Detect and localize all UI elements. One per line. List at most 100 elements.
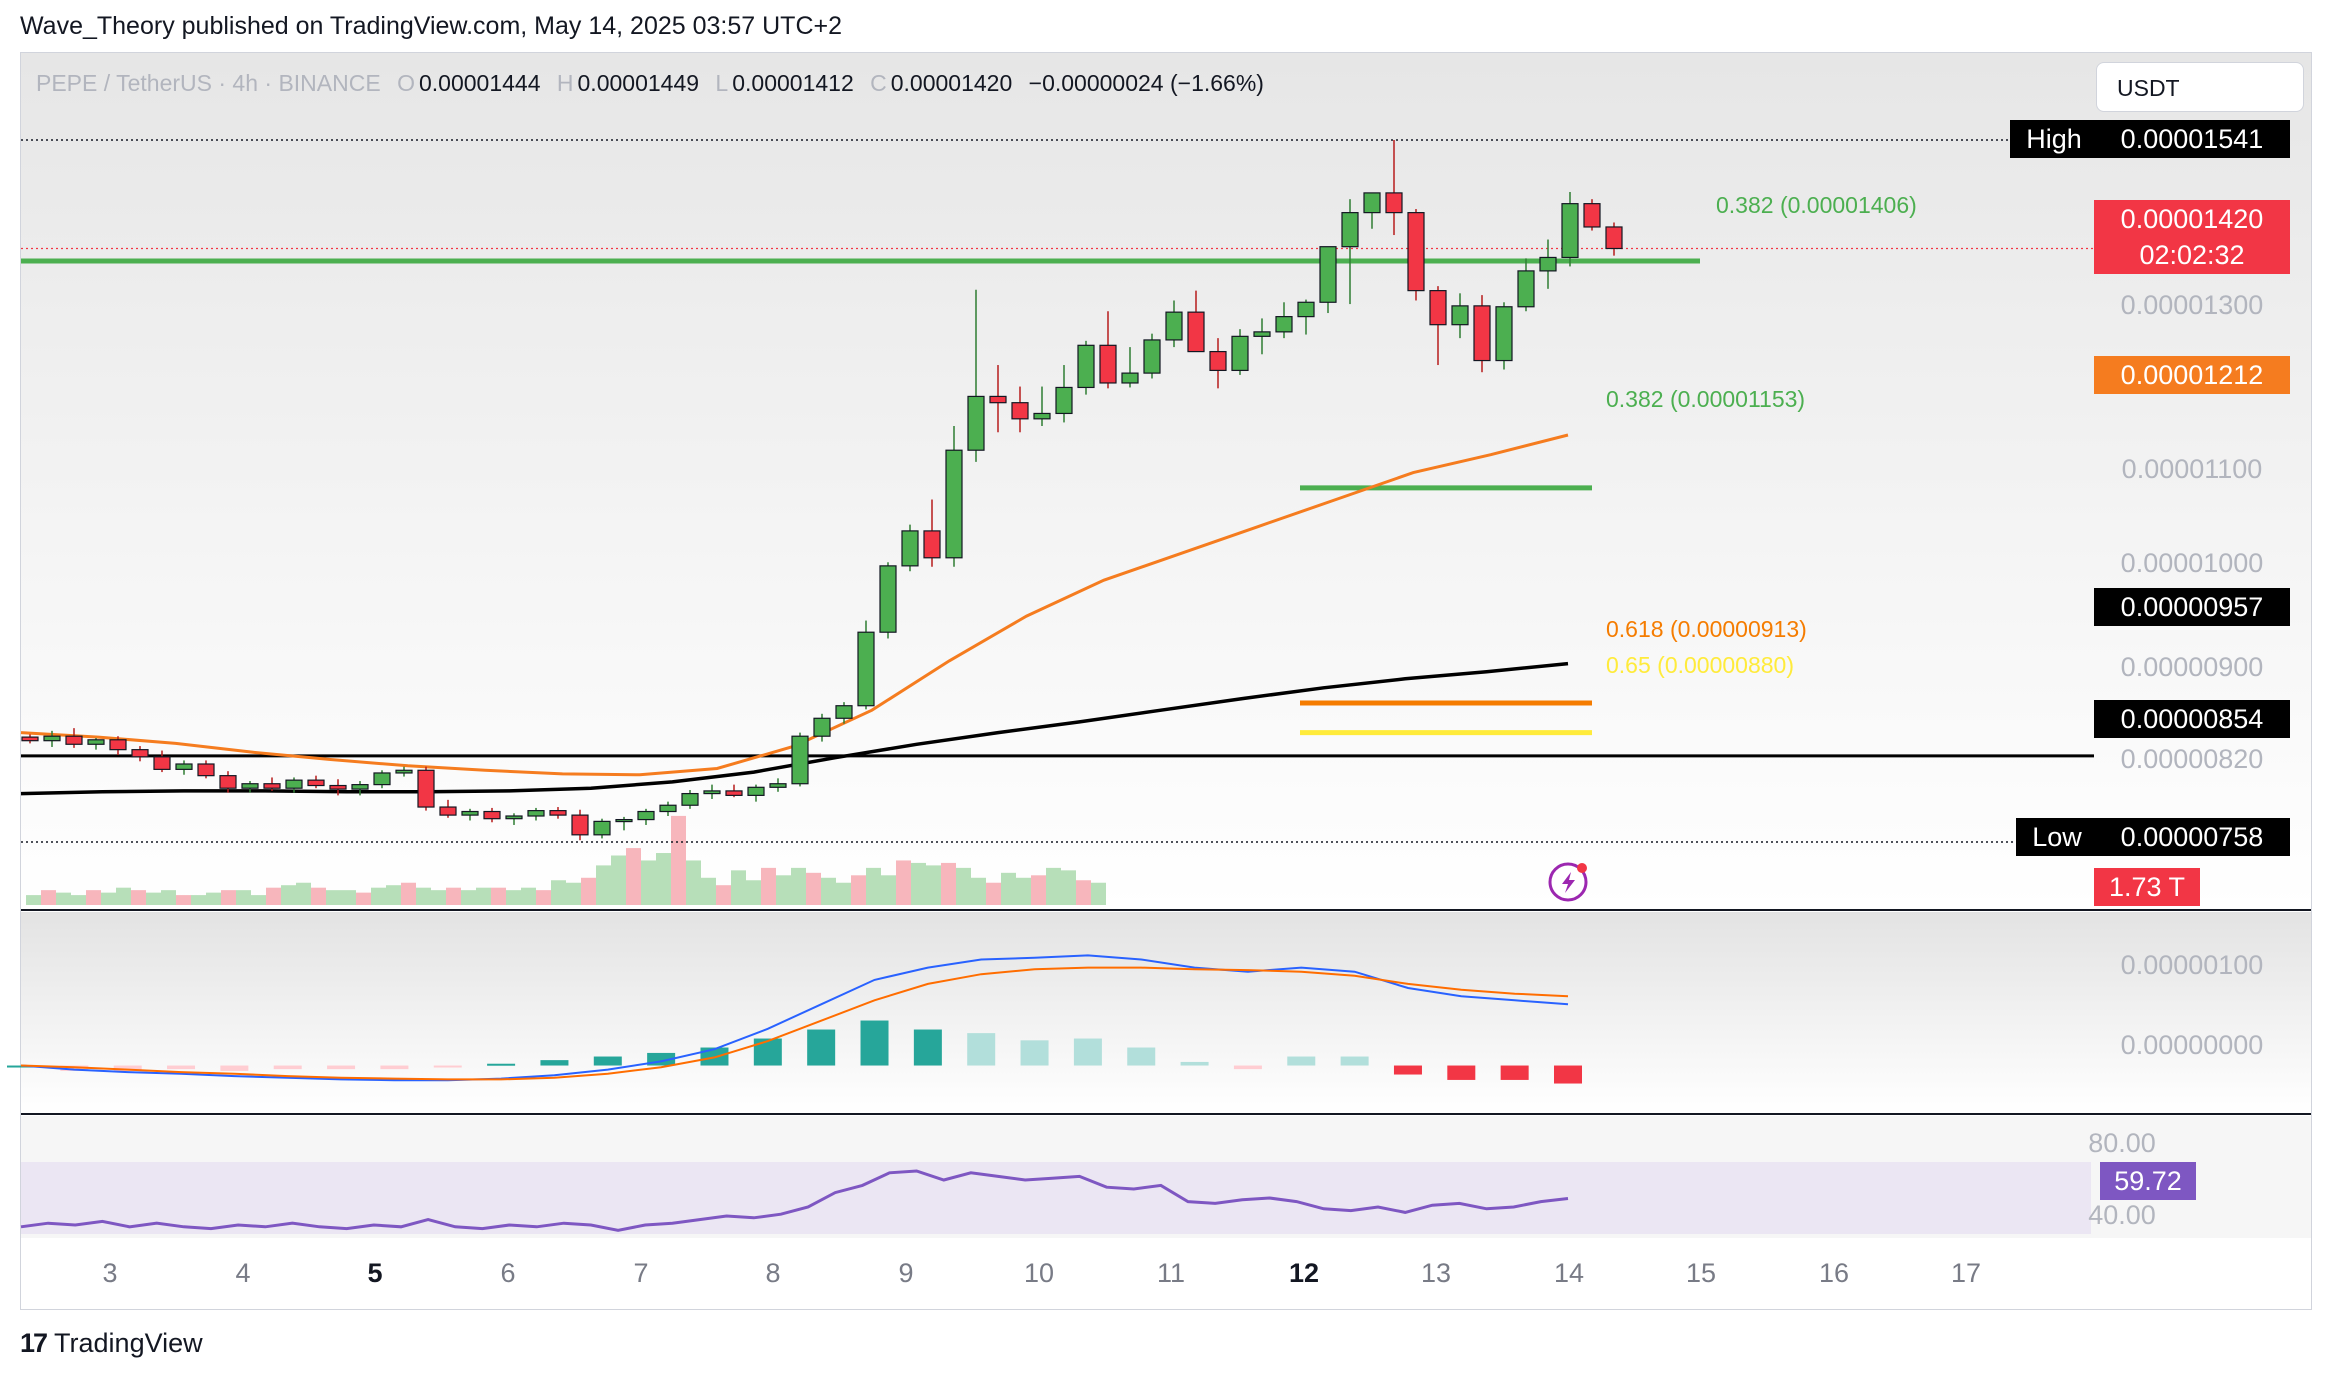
volume-bar [131,890,146,905]
candle [1561,192,1579,267]
volume-bar [416,887,431,905]
candle-body [747,786,765,796]
volume-bar [911,862,926,905]
candle [1253,318,1271,355]
volume-bar [581,877,596,905]
candle [857,620,875,710]
main-pane-background [21,53,2311,909]
brand-name: TradingView [54,1328,203,1358]
candle-body [1165,311,1183,341]
candle [769,778,787,792]
candle [307,775,325,789]
macd-pane-background [21,912,2311,1114]
candle-body [65,735,83,745]
candle-body [835,705,853,719]
candle-body [769,783,787,788]
candle [1011,386,1029,433]
candle [329,779,347,796]
time-axis-label: 4 [235,1258,251,1288]
candle [1451,293,1469,339]
candle-body [1517,270,1535,308]
high-key: H [556,70,574,96]
candle [527,807,545,821]
volume-bar [1031,875,1046,905]
candle-body [197,763,215,777]
candle-body [483,810,501,820]
candle [1605,222,1623,256]
volume-bar [836,882,851,905]
volume-bar [791,867,806,905]
rsi-band [21,1162,2091,1234]
volume-bar [146,892,161,905]
macd-histogram-bar [1233,1065,1262,1070]
candle-body [967,395,985,451]
candle [615,816,633,831]
candle [1363,192,1381,229]
candle [835,702,853,724]
candle-body [813,717,831,737]
candle-body [1033,412,1051,420]
rsi-tick-40: 40.00 [2088,1200,2156,1230]
volume-bar [446,887,461,905]
time-axis-label: 3 [102,1258,118,1288]
candle-body [857,631,875,707]
candle-body [395,769,413,774]
macd-histogram-bar [1554,1065,1582,1084]
candle [703,784,721,799]
candle-body [1319,246,1337,303]
currency-button[interactable]: USDT [2096,62,2304,112]
candle [351,781,369,796]
candle [439,799,457,818]
high-price-label: 0.00001541 [2094,120,2290,158]
candle-body [87,739,105,745]
candle-body [329,784,347,790]
candle [1319,246,1337,314]
candle-body [109,739,127,751]
candle [989,365,1007,433]
volume-bar [536,890,551,905]
volume-bar [476,887,491,905]
candle [923,499,941,567]
candle [285,777,303,793]
candle-body [1121,372,1139,384]
volume-bar [761,867,776,905]
volume-bar [461,890,476,905]
time-axis-label: 5 [367,1258,383,1288]
macd-histogram-bar [1393,1065,1422,1075]
volume-bar [266,887,281,905]
candle-body [945,449,963,559]
time-axis-label: 16 [1818,1258,1850,1288]
candle [87,738,105,750]
volume-bar [956,867,971,905]
macd-tick-high: 0.00000100 [2120,950,2264,980]
price-tick-1000: 0.00001000 [2120,548,2264,578]
candle [1583,199,1601,231]
candle-body [1473,305,1491,362]
volume-bar [101,892,116,905]
candle [1231,329,1249,375]
candle [1539,239,1557,289]
candle-body [21,736,39,742]
signal-line [20,966,1569,1081]
rsi-indicator [20,1169,1569,1232]
candle [1077,340,1095,395]
fib-label-top: 0.382 (0.00001406) [1716,192,1917,218]
candle [879,562,897,639]
candle-body [1561,203,1579,259]
macd-histogram-bar [1073,1038,1102,1066]
candle-body [901,530,919,567]
candle-body [351,784,369,790]
volume-bar [1016,877,1031,905]
candle-body [263,783,281,789]
candle-body [373,772,391,786]
low-price-label: 0.00000758 [2094,818,2290,856]
volume-bar [71,895,86,905]
volume-bar [566,882,581,905]
candle-body [1341,212,1359,248]
macd-histogram-bar [1447,1065,1476,1080]
high-value: 0.00001449 [577,70,700,96]
fib-label-618: 0.618 (0.00000913) [1606,616,1807,642]
macd-histogram-bar [487,1063,516,1066]
candle [241,781,259,793]
